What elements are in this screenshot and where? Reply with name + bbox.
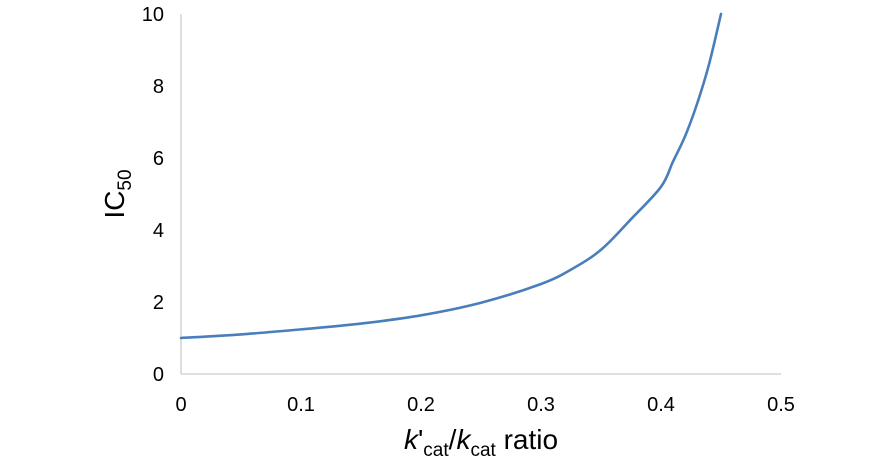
tick-labels: 0 2 4 6 8 10 0 0.1 0.2 0.3 0.4 0.5 [142,4,795,416]
axis-title-part: 50 [115,169,136,190]
axis-title-part: k [404,424,420,455]
axis-title-part: / [449,424,457,455]
y-tick-label: 0 [153,364,164,386]
series-lines [179,12,723,340]
x-tick-label: 0.1 [287,394,315,416]
y-tick-label: 10 [142,4,164,26]
axis-title-part: cat [423,440,449,459]
axis-title-part: IC [99,191,130,219]
x-axis-title: k'cat/kcat ratio [404,424,558,459]
x-tick-label: 0.3 [527,394,555,416]
axes [180,14,781,375]
x-tick-label: 0.5 [767,394,795,416]
x-tick-label: 0.2 [407,394,435,416]
axis-title-part: cat [470,440,496,459]
axis-title-part: ratio [496,424,558,455]
x-tick-label: 0.4 [647,394,675,416]
y-axis-title: IC50 [99,169,136,218]
y-tick-label: 2 [153,292,164,314]
axis-title-part: ' [418,424,423,455]
y-tick-label: 8 [153,76,164,98]
x-tick-label: 0 [175,394,186,416]
axis-title-part: k [456,424,472,455]
series-line-0 [179,12,723,340]
y-tick-label: 6 [153,148,164,170]
y-tick-label: 4 [153,220,164,242]
